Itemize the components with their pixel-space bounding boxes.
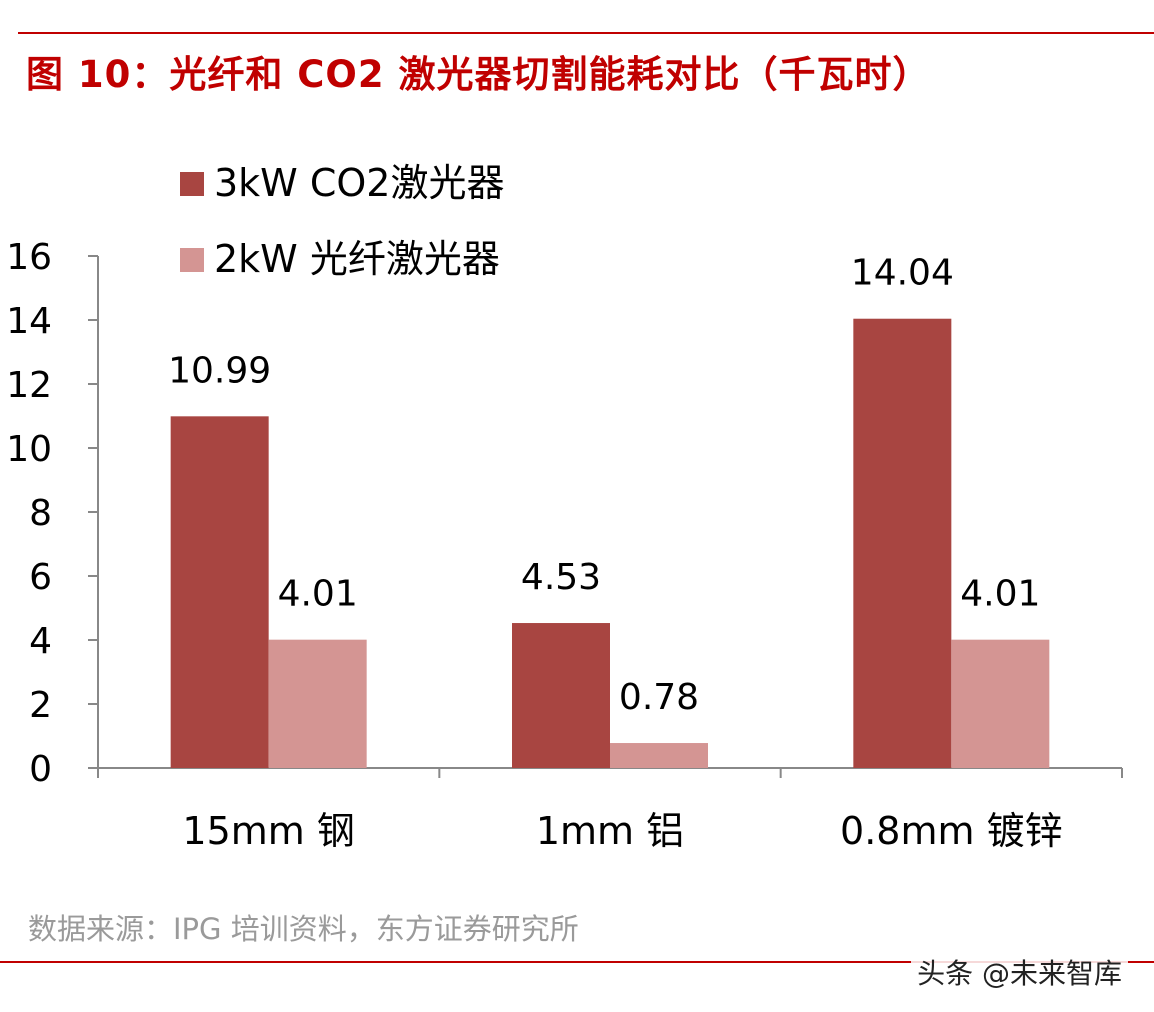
- y-tick-label: 14: [6, 301, 52, 342]
- legend-swatch-1: [180, 172, 204, 196]
- bottom-rule: [0, 961, 1154, 963]
- bar-s1-3: [853, 318, 952, 768]
- x-tick-label: 0.8mm 镀锌: [840, 809, 1063, 853]
- data-label: 4.01: [278, 574, 358, 615]
- top-rule: [18, 32, 1154, 34]
- data-labels: 10.99 4.53 14.04 4.01 0.78 4.01: [168, 253, 1040, 718]
- x-axis: 15mm 钢 1mm 铝 0.8mm 镀锌: [97, 767, 1123, 853]
- legend-swatch-2: [180, 248, 204, 272]
- y-tick-label: 0: [29, 749, 52, 790]
- bar-s2-2: [610, 743, 708, 768]
- data-label: 10.99: [168, 350, 271, 391]
- bar-s2-3: [951, 639, 1050, 768]
- y-tick-label: 6: [29, 557, 52, 598]
- bar-chart: 3kW CO2激光器 2kW 光纤激光器 0 2 4 6 8 10 12 14 16 15mm 钢…: [6, 161, 1123, 853]
- bar-s1-1: [170, 416, 269, 768]
- x-tick-label: 1mm 铝: [536, 809, 684, 853]
- legend-label-1: 3kW CO2激光器: [214, 161, 504, 205]
- legend-label-2: 2kW 光纤激光器: [214, 237, 500, 281]
- chart-title: 图 10：光纤和 CO2 激光器切割能耗对比（千瓦时）: [26, 53, 931, 96]
- bars: [170, 318, 1050, 768]
- bar-s1-2: [512, 623, 610, 768]
- x-tick-label: 15mm 钢: [182, 809, 354, 853]
- data-label: 0.78: [619, 677, 699, 718]
- y-tick-label: 4: [29, 621, 52, 662]
- data-label: 14.04: [851, 253, 954, 294]
- y-tick-label: 16: [6, 237, 52, 278]
- bar-s2-1: [268, 639, 367, 768]
- y-tick-label: 8: [29, 493, 52, 534]
- source-note: 数据来源：IPG 培训资料，东方证券研究所: [28, 912, 579, 946]
- y-tick-label: 2: [29, 685, 52, 726]
- y-tick-label: 12: [6, 365, 52, 406]
- data-label: 4.01: [960, 574, 1040, 615]
- data-label: 4.53: [521, 557, 601, 598]
- y-axis: 0 2 4 6 8 10 12 14 16: [6, 237, 99, 790]
- watermark: 头条 @未来智库: [911, 952, 1128, 992]
- legend: 3kW CO2激光器 2kW 光纤激光器: [180, 161, 504, 281]
- y-tick-label: 10: [6, 429, 52, 470]
